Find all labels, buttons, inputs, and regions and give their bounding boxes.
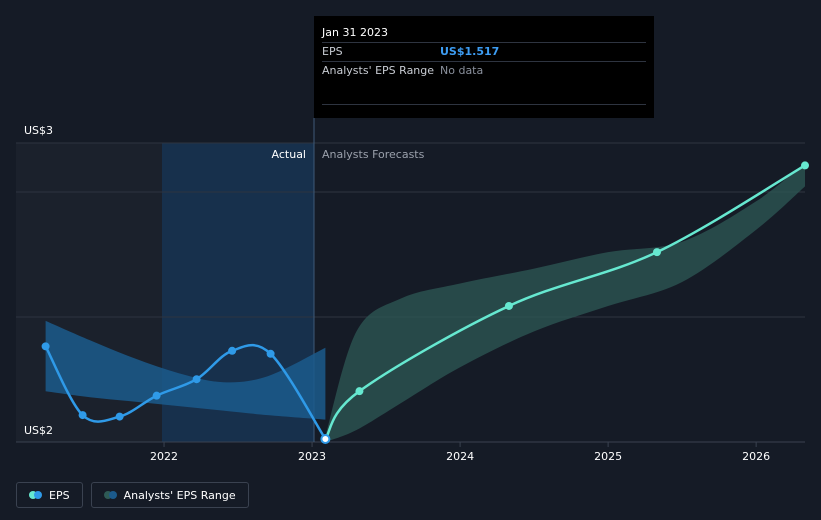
- y-tick-label-2: US$2: [24, 424, 53, 437]
- legend-eps-toggle[interactable]: EPS: [16, 482, 83, 508]
- eps-forecast-point[interactable]: [355, 387, 364, 396]
- eps-point[interactable]: [228, 346, 237, 355]
- forecast-region-label: Analysts Forecasts: [322, 148, 425, 161]
- tooltip-date: Jan 31 2023: [322, 26, 388, 39]
- eps-point[interactable]: [192, 375, 201, 384]
- x-tick-label: 2023: [298, 450, 326, 463]
- x-tick-label: 2026: [742, 450, 770, 463]
- legend-range-label: Analysts' EPS Range: [123, 488, 236, 502]
- legend: EPS Analysts' EPS Range: [16, 482, 249, 508]
- tooltip-eps-row: EPS US$1.517: [322, 42, 646, 61]
- actual-region-label: Actual: [272, 148, 306, 161]
- tooltip-range-row: Analysts' EPS Range No data: [322, 61, 646, 80]
- tooltip-range-value: No data: [440, 64, 484, 77]
- eps-point[interactable]: [266, 349, 275, 358]
- data-points: [41, 161, 809, 445]
- eps-range-band-past: [45, 320, 326, 420]
- tooltip-bottom-rule: [322, 104, 646, 105]
- eps-point[interactable]: [78, 411, 87, 420]
- eps-forecast-point[interactable]: [801, 161, 809, 170]
- x-tick-label: 2025: [594, 450, 622, 463]
- eps-point[interactable]: [152, 391, 161, 400]
- eps-point-selected[interactable]: [320, 434, 331, 445]
- tooltip: Jan 31 2023 EPS US$1.517 Analysts' EPS R…: [314, 16, 654, 118]
- eps-range-band-forecast: [325, 162, 805, 442]
- y-tick-label-3: US$3: [24, 124, 53, 137]
- legend-eps-label: EPS: [49, 488, 70, 502]
- tooltip-eps-label: EPS: [322, 45, 343, 58]
- eps-point[interactable]: [115, 412, 124, 421]
- x-axis-ticks: 2022 2023 2024 2025 2026: [150, 442, 770, 463]
- x-tick-label: 2022: [150, 450, 178, 463]
- legend-range-toggle[interactable]: Analysts' EPS Range: [90, 482, 249, 508]
- range-swatch-icon: [103, 491, 118, 499]
- tooltip-range-label: Analysts' EPS Range: [322, 64, 435, 77]
- eps-swatch-icon: [29, 491, 43, 499]
- eps-forecast-point[interactable]: [652, 248, 661, 257]
- eps-forecast-point[interactable]: [504, 301, 513, 310]
- x-tick-label: 2024: [446, 450, 474, 463]
- tooltip-eps-value: US$1.517: [440, 45, 500, 58]
- eps-point[interactable]: [41, 342, 50, 351]
